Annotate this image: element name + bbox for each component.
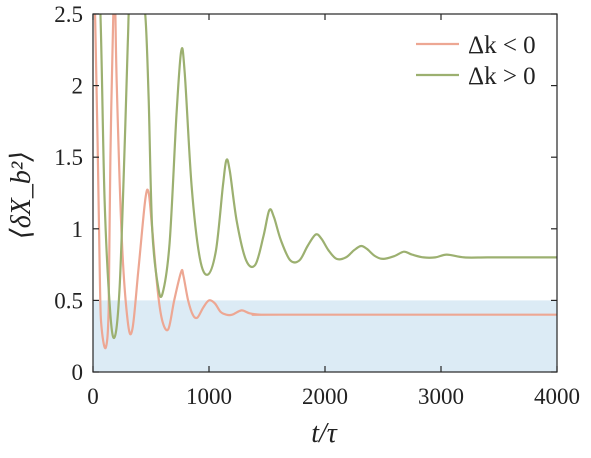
y-tick-label: 0.5 (54, 288, 83, 313)
series-line-1 (93, 14, 557, 350)
y-tick-label: 1.5 (54, 145, 83, 170)
axes-layer: 0 1000 2000 3000 4000 0 0.5 1 1.5 2 2.5 (54, 2, 580, 409)
y-tick-label: 2 (72, 74, 84, 99)
legend-label: Δk < 0 (468, 32, 536, 59)
y-tick-label: 2.5 (54, 2, 83, 27)
x-axis-label: t/τ (311, 418, 338, 449)
y-tick-label: 0 (72, 360, 84, 385)
x-tick-label: 1000 (186, 384, 232, 409)
legend: Δk < 0 Δk > 0 (416, 32, 536, 90)
x-tick-label: 0 (87, 384, 99, 409)
y-axis-label: ⟨δX_b²⟩ (6, 151, 37, 239)
x-tick-label: 3000 (418, 384, 464, 409)
shaded-region-below-threshold (93, 300, 557, 372)
y-tick-label: 1 (72, 217, 84, 242)
series-layer (93, 14, 557, 350)
series-line-2 (99, 14, 557, 340)
x-tick-label: 2000 (302, 384, 348, 409)
legend-label: Δk > 0 (468, 63, 536, 90)
x-tick-label: 4000 (534, 384, 580, 409)
